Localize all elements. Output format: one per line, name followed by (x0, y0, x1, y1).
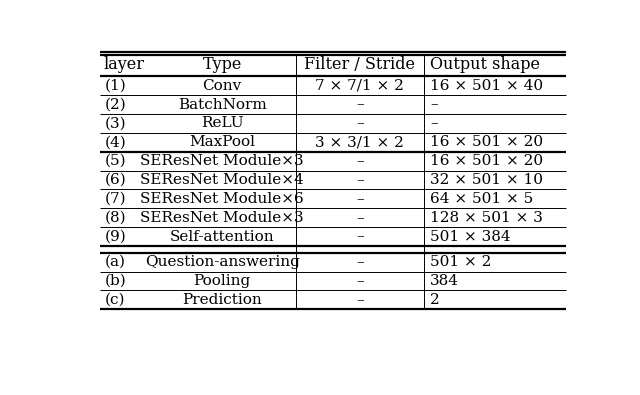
Text: SEResNet Module×4: SEResNet Module×4 (140, 173, 304, 187)
Text: Prediction: Prediction (182, 293, 262, 307)
Text: Conv: Conv (203, 79, 242, 93)
Text: –: – (356, 98, 364, 111)
Text: (1): (1) (105, 79, 127, 93)
Text: ReLU: ReLU (201, 117, 244, 130)
Text: Type: Type (202, 56, 242, 73)
Text: (5): (5) (105, 154, 127, 168)
Text: Self-attention: Self-attention (170, 229, 275, 244)
Text: –: – (356, 173, 364, 187)
Text: –: – (356, 117, 364, 130)
Text: MaxPool: MaxPool (189, 135, 255, 149)
Text: 501 × 2: 501 × 2 (430, 255, 492, 269)
Text: 2: 2 (430, 293, 440, 307)
Text: (8): (8) (105, 211, 127, 225)
Text: 7 × 7/1 × 2: 7 × 7/1 × 2 (316, 79, 404, 93)
Text: 128 × 501 × 3: 128 × 501 × 3 (430, 211, 543, 225)
Text: Question-answering: Question-answering (145, 255, 300, 269)
Text: 16 × 501 × 20: 16 × 501 × 20 (430, 135, 543, 149)
Text: –: – (356, 154, 364, 168)
Text: 3 × 3/1 × 2: 3 × 3/1 × 2 (316, 135, 404, 149)
Text: 16 × 501 × 20: 16 × 501 × 20 (430, 154, 543, 168)
Text: 384: 384 (430, 274, 459, 288)
Text: (2): (2) (105, 98, 127, 111)
Text: –: – (430, 117, 438, 130)
Text: Pooling: Pooling (194, 274, 251, 288)
Text: –: – (356, 293, 364, 307)
Text: Output shape: Output shape (430, 56, 540, 73)
Text: (a): (a) (105, 255, 126, 269)
Text: (6): (6) (105, 173, 127, 187)
Text: –: – (356, 192, 364, 206)
Text: –: – (356, 255, 364, 269)
Text: (3): (3) (105, 117, 127, 130)
Text: (4): (4) (105, 135, 127, 149)
Text: 64 × 501 × 5: 64 × 501 × 5 (430, 192, 533, 206)
Text: –: – (430, 98, 438, 111)
Text: layer: layer (104, 56, 145, 73)
Text: –: – (356, 274, 364, 288)
Text: 501 × 384: 501 × 384 (430, 229, 511, 244)
Text: SEResNet Module×3: SEResNet Module×3 (140, 154, 304, 168)
Text: 32 × 501 × 10: 32 × 501 × 10 (430, 173, 543, 187)
Text: SEResNet Module×3: SEResNet Module×3 (140, 211, 304, 225)
Text: –: – (356, 229, 364, 244)
Text: 16 × 501 × 40: 16 × 501 × 40 (430, 79, 543, 93)
Text: BatchNorm: BatchNorm (178, 98, 267, 111)
Text: –: – (356, 211, 364, 225)
Text: (9): (9) (105, 229, 127, 244)
Text: Filter / Stride: Filter / Stride (304, 56, 415, 73)
Text: (b): (b) (105, 274, 127, 288)
Text: (c): (c) (105, 293, 125, 307)
Text: (7): (7) (105, 192, 127, 206)
Text: SEResNet Module×6: SEResNet Module×6 (140, 192, 304, 206)
